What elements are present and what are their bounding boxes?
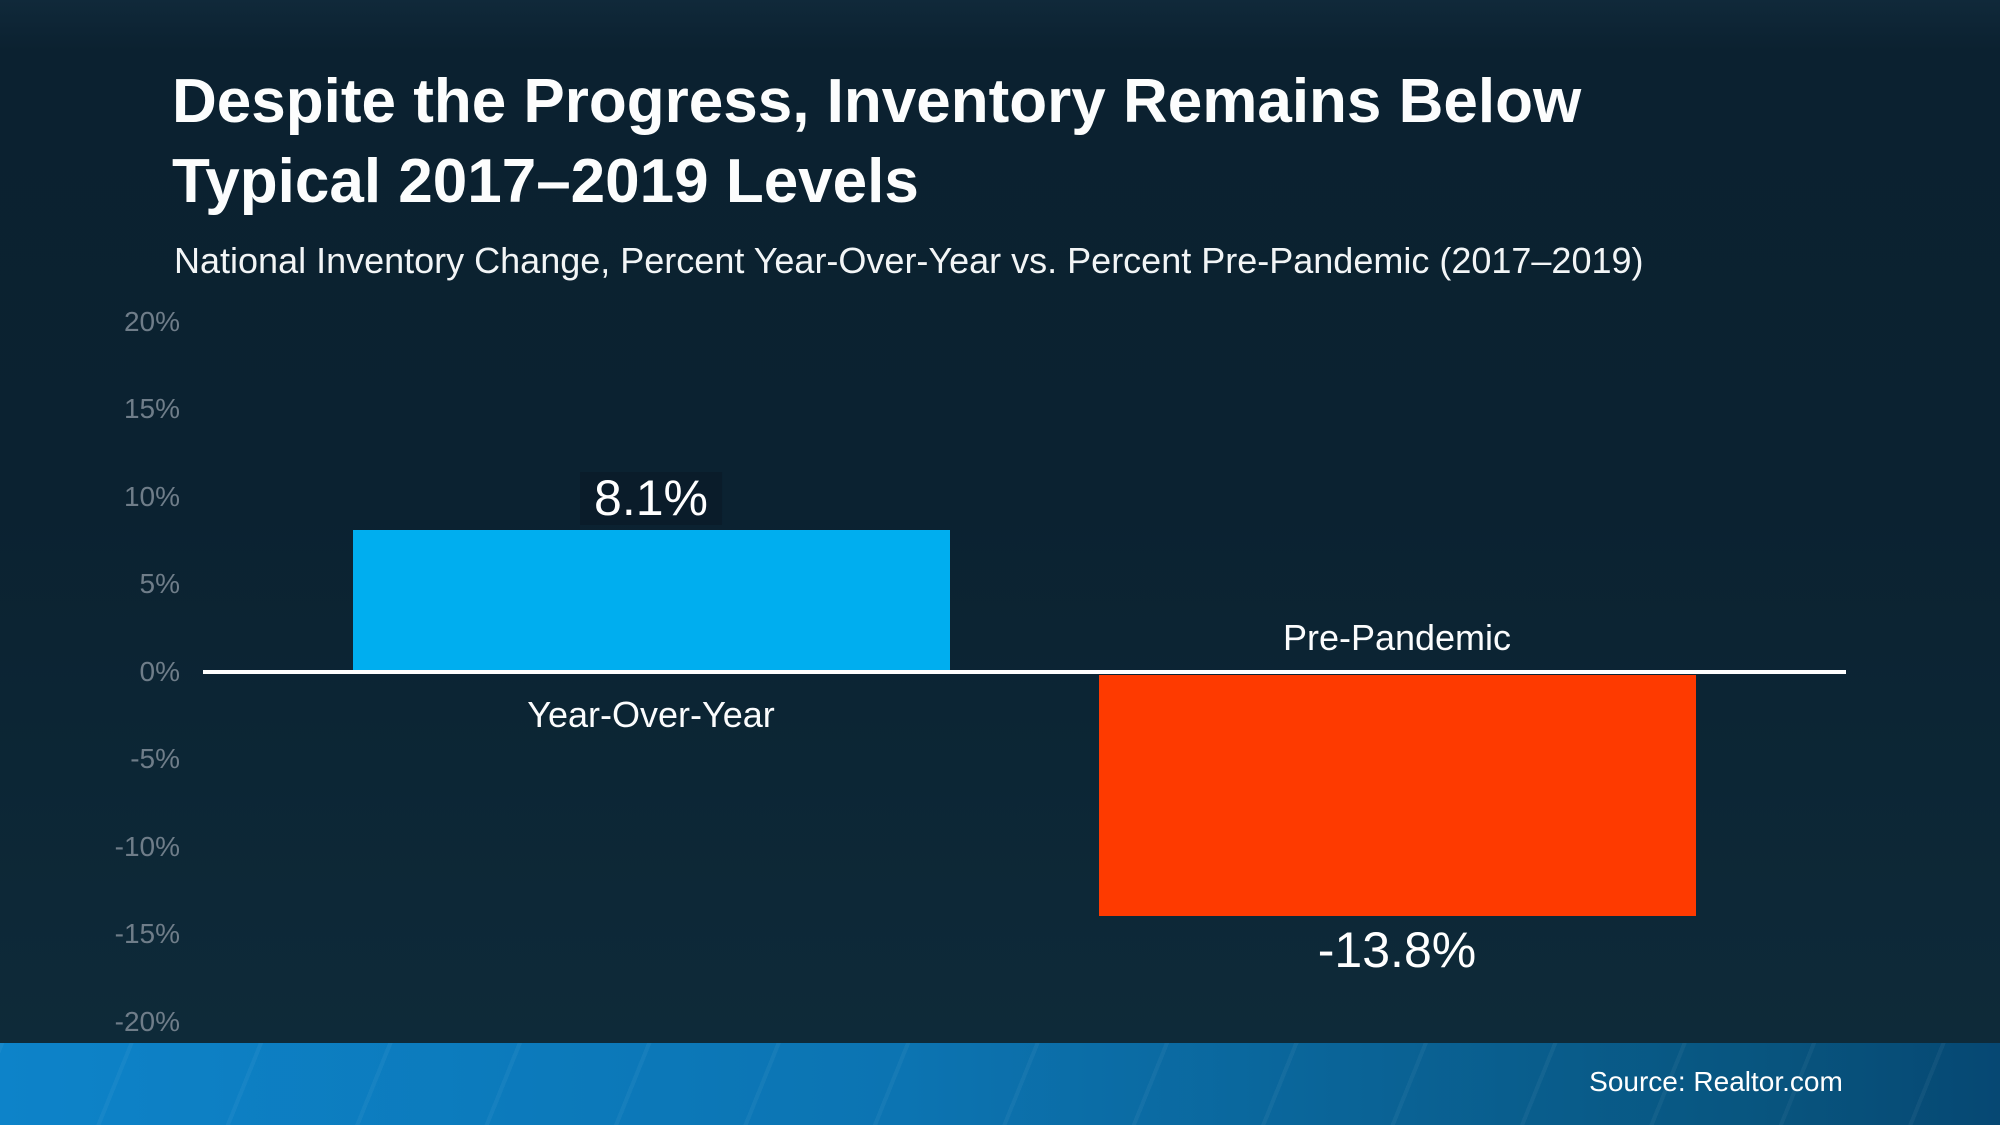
y-tick-label: -15% [114,918,180,950]
bar-pre-pandemic [1098,675,1696,916]
bar-year-over-year [352,530,950,672]
y-tick-label: 5% [139,568,180,600]
y-tick-label: 0% [139,655,180,687]
y-tick-label: -20% [114,1005,180,1037]
bar-value-label: 8.1% [580,472,722,525]
source-attribution: Source: Realtor.com [1589,1066,1843,1097]
bar-category-label: Year-Over-Year [527,694,775,735]
y-tick-label: -10% [114,830,180,862]
y-tick-label: 20% [123,306,180,337]
zero-baseline [203,670,1846,674]
chart-title-line2: Typical 2017–2019 Levels [172,147,919,216]
y-tick-label: -5% [130,743,180,775]
footer-accent-bar [0,1043,2000,1125]
chart-subtitle: National Inventory Change, Percent Year-… [174,240,1644,281]
chart-title: Despite the Progress, Inventory Remains … [172,62,1581,222]
bar-category-label: Pre-Pandemic [1282,617,1512,658]
y-tick-label: 15% [123,393,180,425]
bar-value-label: -13.8% [1317,922,1477,978]
chart-title-line1: Despite the Progress, Inventory Remains … [172,67,1582,136]
y-tick-label: 10% [123,480,180,512]
